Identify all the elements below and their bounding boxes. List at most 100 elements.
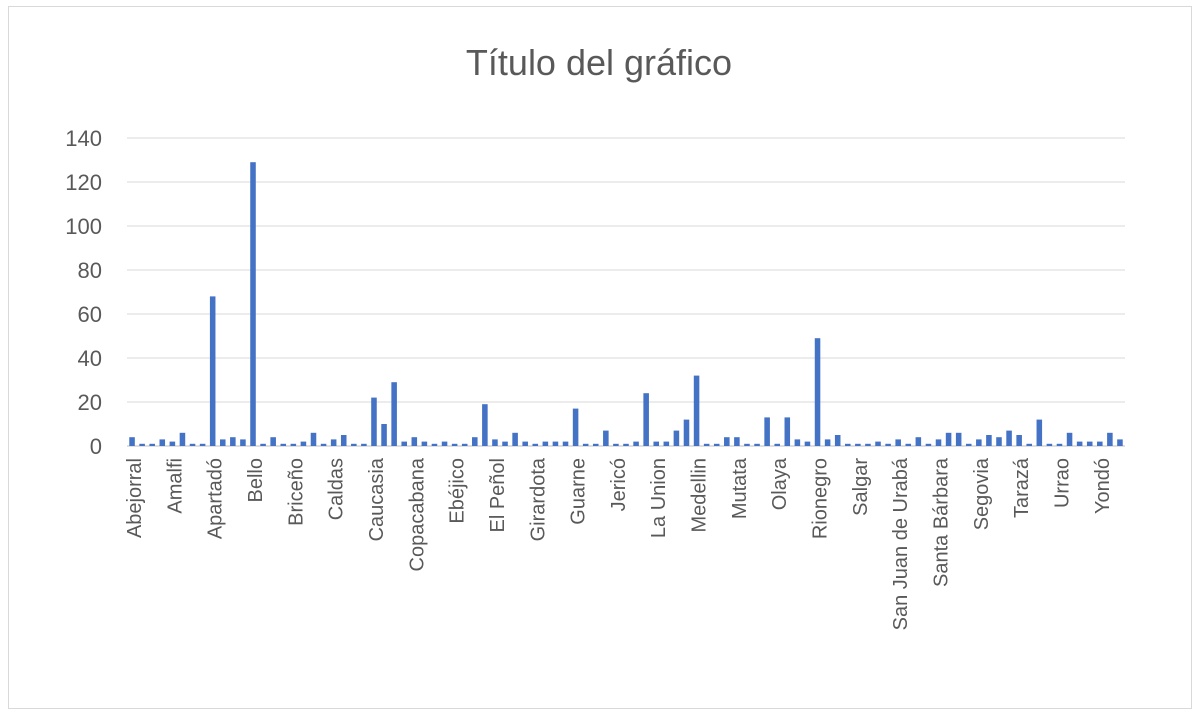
x-tick-label: Bello	[245, 458, 267, 502]
bar	[582, 443, 589, 446]
bar	[522, 441, 528, 446]
x-tick-label: Urrao	[1051, 458, 1073, 508]
x-tick-label: Caldas	[326, 458, 348, 520]
bar	[451, 443, 458, 446]
bar	[794, 439, 801, 446]
x-tick-label: Tarazá	[1011, 457, 1033, 518]
bar	[441, 441, 448, 446]
bar	[754, 443, 760, 446]
bar	[240, 439, 246, 446]
bar	[461, 443, 468, 446]
x-tick-label: Olaya	[769, 457, 791, 510]
x-tick-label: Briceño	[285, 458, 307, 526]
bar	[391, 382, 397, 446]
y-tick-label: 120	[65, 170, 102, 195]
bar	[250, 162, 256, 446]
bar	[693, 375, 700, 446]
chart-frame: Título del gráfico 0 20 40 60 80 100 120 140 Ab…	[8, 6, 1192, 709]
x-tick-label: Amalfi	[164, 458, 186, 514]
bar	[230, 437, 236, 446]
x-tick-label: Guarne	[568, 458, 590, 525]
bar	[713, 443, 720, 446]
bar	[955, 432, 962, 446]
bar	[361, 443, 367, 446]
x-tick-label: Abejorral	[124, 458, 146, 538]
x-tick-label: Santa Bárbara	[931, 457, 953, 587]
bar	[986, 435, 992, 446]
bar	[492, 439, 498, 446]
x-tick-label: Copacabana	[406, 457, 428, 571]
y-tick-label: 0	[90, 434, 102, 459]
x-tick-label: Girardota	[527, 457, 549, 541]
bar	[1117, 439, 1123, 446]
bar	[199, 443, 206, 446]
bar	[804, 441, 811, 446]
bar	[502, 441, 508, 446]
x-tick-label: Ebéjico	[447, 458, 469, 524]
bar	[845, 443, 851, 446]
x-tick-label: Segovia	[971, 457, 993, 530]
bar	[865, 443, 871, 446]
bar	[814, 338, 821, 446]
bar	[270, 437, 276, 446]
bar	[603, 430, 609, 446]
bar	[875, 441, 881, 446]
bar	[159, 439, 166, 446]
y-tick-label: 80	[78, 258, 102, 283]
x-tick-label: Apartadó	[205, 458, 227, 539]
bar	[885, 443, 891, 446]
bar	[351, 443, 357, 446]
bar	[381, 424, 387, 446]
bar	[1097, 441, 1103, 446]
gridlines	[127, 137, 1125, 447]
bar	[1036, 419, 1043, 446]
y-tick-label: 40	[78, 346, 102, 371]
bar	[1086, 441, 1093, 446]
bar	[310, 432, 317, 446]
bar	[673, 430, 680, 446]
bar	[613, 443, 619, 446]
bar	[371, 397, 377, 446]
bar	[1056, 443, 1063, 446]
bar	[724, 437, 730, 446]
bar	[925, 443, 932, 446]
bar	[996, 437, 1002, 446]
x-tick-label: Mutata	[729, 457, 751, 519]
bar	[1026, 443, 1033, 446]
bar	[653, 441, 660, 446]
bar	[683, 419, 690, 446]
bar-chart: Título del gráfico 0 20 40 60 80 100 120 140 Ab…	[65, 42, 1125, 630]
y-tick-label: 140	[65, 126, 102, 151]
bar	[219, 439, 226, 446]
bar	[976, 439, 982, 446]
bar	[209, 296, 216, 446]
bar	[1066, 432, 1073, 446]
x-tick-label: Medellin	[689, 458, 711, 532]
bar	[300, 441, 307, 446]
bar	[552, 441, 559, 446]
x-tick-label: El Peñol	[487, 458, 509, 533]
bar	[189, 443, 196, 446]
x-tick-label: Caucasia	[366, 457, 388, 541]
bar	[633, 441, 639, 446]
bar	[482, 404, 488, 446]
bar	[1046, 443, 1053, 446]
y-tick-label: 60	[78, 302, 102, 327]
bar	[734, 437, 740, 446]
y-axis-ticks: 0 20 40 60 80 100 120 140	[65, 126, 102, 459]
bar	[572, 408, 579, 446]
x-axis-labels: Abejorral Amalfi Apartadó Bello Briceño Calda…	[124, 457, 1114, 630]
x-tick-label: La Union	[648, 458, 670, 538]
y-tick-label: 20	[78, 390, 102, 415]
bar	[935, 439, 942, 446]
bar	[1076, 441, 1083, 446]
bars	[129, 162, 1123, 446]
bar	[703, 443, 710, 446]
bar	[834, 435, 841, 446]
bar	[1016, 435, 1022, 446]
bar	[139, 443, 145, 446]
bar	[512, 432, 518, 446]
bar	[965, 443, 972, 446]
bar	[330, 439, 337, 446]
bar	[280, 443, 287, 446]
